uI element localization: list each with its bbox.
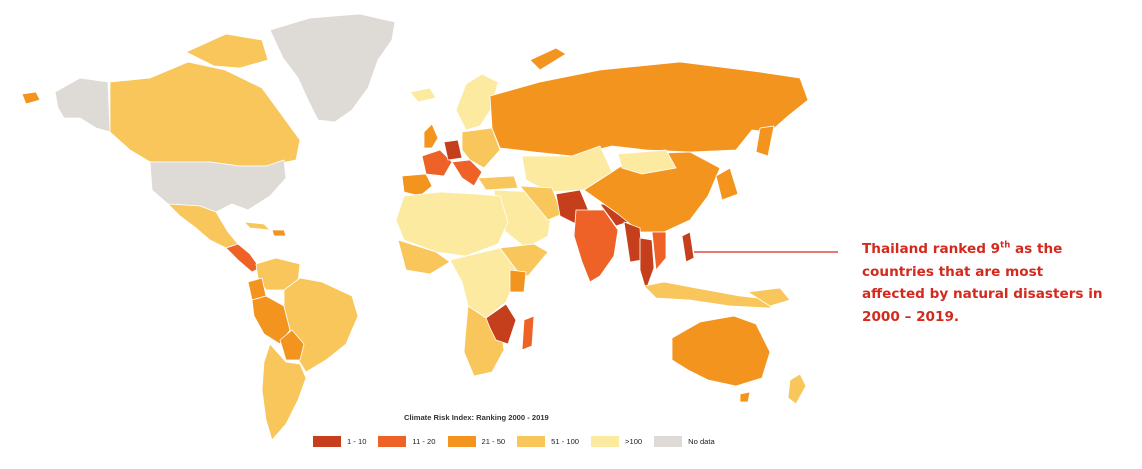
callout-line-1-text: Thailand ranked 9 (862, 241, 1001, 257)
aleutian-islands (21, 91, 41, 105)
united-kingdom (423, 123, 439, 149)
legend-swatch (313, 435, 341, 447)
tasmania (739, 391, 751, 403)
mozambique-zimbabwe (485, 303, 517, 345)
japan-korea (715, 167, 739, 201)
west-africa (397, 239, 451, 275)
north-africa (395, 191, 509, 257)
callout-line-3: affected by natural disasters in (862, 286, 1103, 302)
papua-new-guinea (747, 287, 791, 307)
legend-title: Climate Risk Index: Ranking 2000 - 2019 (404, 413, 549, 422)
alaska (54, 77, 111, 133)
germany (443, 139, 463, 161)
argentina-chile (261, 343, 307, 441)
thailand-callout: Thailand ranked 9th as the countries tha… (862, 238, 1142, 328)
legend-item-21-50: 21 - 50 (447, 435, 506, 447)
canadian-arctic-islands (185, 33, 269, 69)
new-zealand (787, 373, 807, 405)
philippines (681, 231, 695, 263)
legend-swatch (517, 435, 546, 447)
legend-label: 11 - 20 (412, 436, 436, 446)
legend-item-no-data: No data (654, 435, 715, 447)
legend-item-over-100: >100 (591, 435, 643, 447)
callout-line-1: Thailand ranked 9th as the (862, 238, 1142, 261)
canada (109, 61, 301, 167)
turkey (477, 175, 519, 191)
callout-line-2: countries that are most (862, 263, 1044, 280)
legend-label: 51 - 100 (551, 436, 580, 446)
legend-label: No data (688, 436, 715, 446)
madagascar (521, 315, 535, 351)
greenland (269, 13, 396, 123)
iberia (401, 173, 433, 197)
legend-swatch (378, 435, 407, 447)
central-america (225, 243, 261, 273)
cuba (243, 221, 271, 231)
legend-swatch (654, 435, 683, 447)
russia (489, 61, 809, 157)
legend-item-51-100: 51 - 100 (517, 435, 580, 447)
kenya (509, 269, 527, 293)
iceland (409, 87, 437, 103)
callout-superscript: th (1000, 240, 1011, 251)
india (573, 209, 619, 283)
kamchatka (755, 125, 775, 157)
bolivia (279, 329, 305, 361)
legend-swatch (591, 435, 620, 447)
callout-line-4: 2000 – 2019. (862, 308, 960, 325)
legend: 1 - 10 11 - 20 21 - 50 51 - 100 >100 No … (313, 434, 727, 448)
myanmar (623, 221, 643, 263)
novaya-zemlya (529, 47, 567, 71)
legend-item-11-20: 11 - 20 (378, 435, 436, 447)
mexico (167, 203, 239, 249)
legend-item-1-10: 1 - 10 (313, 435, 367, 447)
callout-line-1-tail: as the (1010, 241, 1063, 257)
legend-swatch (447, 435, 476, 447)
east-africa (499, 243, 549, 277)
legend-label: >100 (625, 436, 643, 446)
mongolia (617, 149, 677, 175)
france (421, 149, 453, 177)
hispaniola (271, 229, 287, 237)
vietnam-laos (651, 231, 667, 271)
thailand (639, 237, 655, 291)
australia (671, 315, 771, 387)
legend-label: 21 - 50 (481, 436, 506, 446)
italy-balkans (451, 159, 483, 187)
legend-label: 1 - 10 (347, 436, 367, 446)
